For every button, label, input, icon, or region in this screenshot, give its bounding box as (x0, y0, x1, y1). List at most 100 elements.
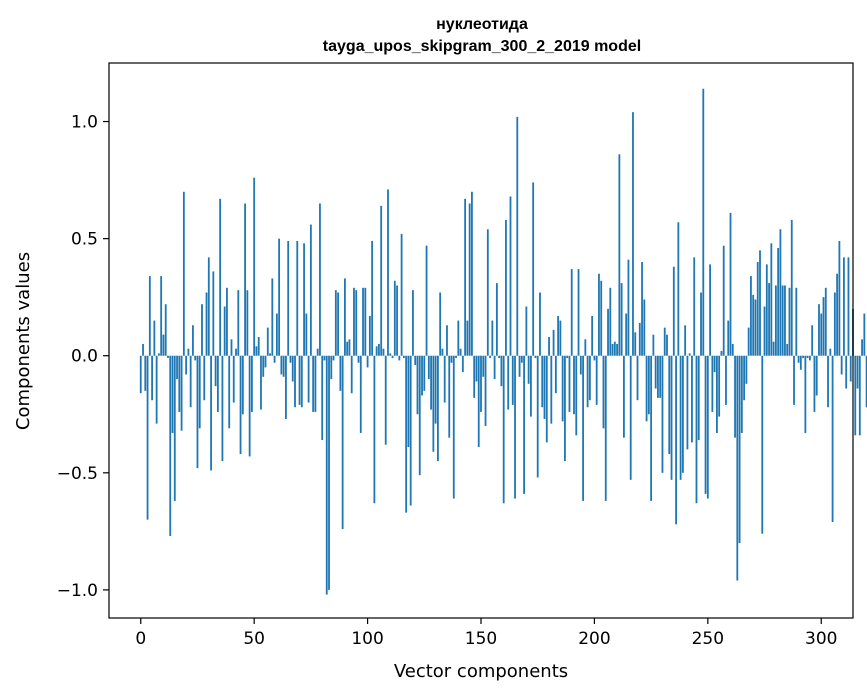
bar (219, 198, 222, 356)
bar (212, 271, 215, 356)
bar (362, 287, 364, 356)
bar (475, 355, 478, 382)
bar (287, 240, 290, 356)
bar (716, 355, 718, 433)
bar (142, 344, 144, 356)
bar (398, 355, 401, 361)
bar (187, 348, 190, 356)
x-tick-label: 200 (578, 629, 610, 649)
bar (355, 290, 358, 356)
bar (167, 355, 169, 359)
bar (300, 355, 303, 408)
bar (654, 355, 657, 389)
bar (527, 355, 530, 384)
bar (815, 355, 818, 396)
bar (173, 355, 176, 501)
bar (223, 306, 226, 356)
bar (609, 287, 612, 356)
bar (600, 280, 603, 356)
bar (532, 182, 535, 356)
bar (833, 292, 836, 356)
bar (843, 257, 845, 356)
bar (557, 315, 560, 356)
bar-series (139, 88, 867, 595)
bar (750, 276, 752, 356)
bar (657, 355, 659, 398)
bar (720, 351, 723, 356)
bar (155, 355, 158, 424)
bar (273, 355, 276, 363)
bar (788, 287, 791, 356)
bar (566, 355, 569, 359)
bar (239, 355, 242, 455)
bar (722, 245, 725, 356)
bar (713, 355, 716, 373)
bar (432, 355, 435, 452)
bar (802, 355, 804, 359)
bar (652, 334, 655, 356)
bar (797, 355, 800, 363)
bar (389, 353, 392, 356)
bar (636, 355, 639, 401)
x-tick-label: 250 (692, 629, 724, 649)
bar (541, 355, 544, 408)
bar (552, 329, 555, 356)
bar (396, 285, 398, 356)
bar (328, 355, 330, 590)
bar (434, 355, 437, 424)
bar (774, 285, 777, 356)
bar (271, 278, 274, 356)
bar (677, 222, 680, 356)
bar (666, 334, 668, 356)
bar (169, 355, 172, 537)
bar (307, 355, 310, 403)
bar (371, 240, 374, 356)
bar (822, 297, 825, 356)
bar (185, 355, 188, 375)
bar (482, 355, 485, 377)
bar (790, 219, 793, 356)
bar (366, 355, 369, 368)
x-tick-label: 100 (351, 629, 383, 649)
bar (740, 355, 743, 433)
bar (840, 355, 843, 375)
bar (836, 273, 839, 356)
bar (670, 355, 673, 480)
bar (477, 355, 480, 448)
bar (627, 259, 630, 356)
bar (849, 355, 852, 382)
bar (359, 355, 362, 433)
bar (543, 355, 546, 419)
bar (806, 355, 809, 359)
bar (400, 233, 403, 356)
bar (235, 348, 237, 356)
bar (305, 313, 308, 356)
bar (643, 299, 646, 356)
bar (176, 355, 178, 380)
bar (759, 250, 761, 356)
bar (756, 262, 759, 356)
bar (430, 355, 432, 410)
bar (700, 292, 702, 356)
bar (437, 355, 439, 462)
bar (516, 116, 519, 356)
bar (493, 355, 496, 380)
bar (466, 320, 469, 356)
bar (781, 285, 784, 356)
chart-title-line2: tayga_upos_skipgram_300_2_2019 model (323, 38, 641, 55)
bar (230, 339, 233, 356)
bar (262, 355, 265, 377)
bar (312, 355, 315, 412)
bar (353, 287, 355, 356)
y-tick-label: 0.5 (71, 230, 98, 250)
bar (484, 355, 487, 426)
bar (588, 355, 591, 401)
bar (253, 177, 256, 356)
bar (205, 292, 208, 356)
bar (341, 355, 344, 530)
bar (346, 341, 349, 356)
bar (289, 355, 292, 363)
bar (468, 203, 471, 356)
bar (672, 266, 675, 356)
